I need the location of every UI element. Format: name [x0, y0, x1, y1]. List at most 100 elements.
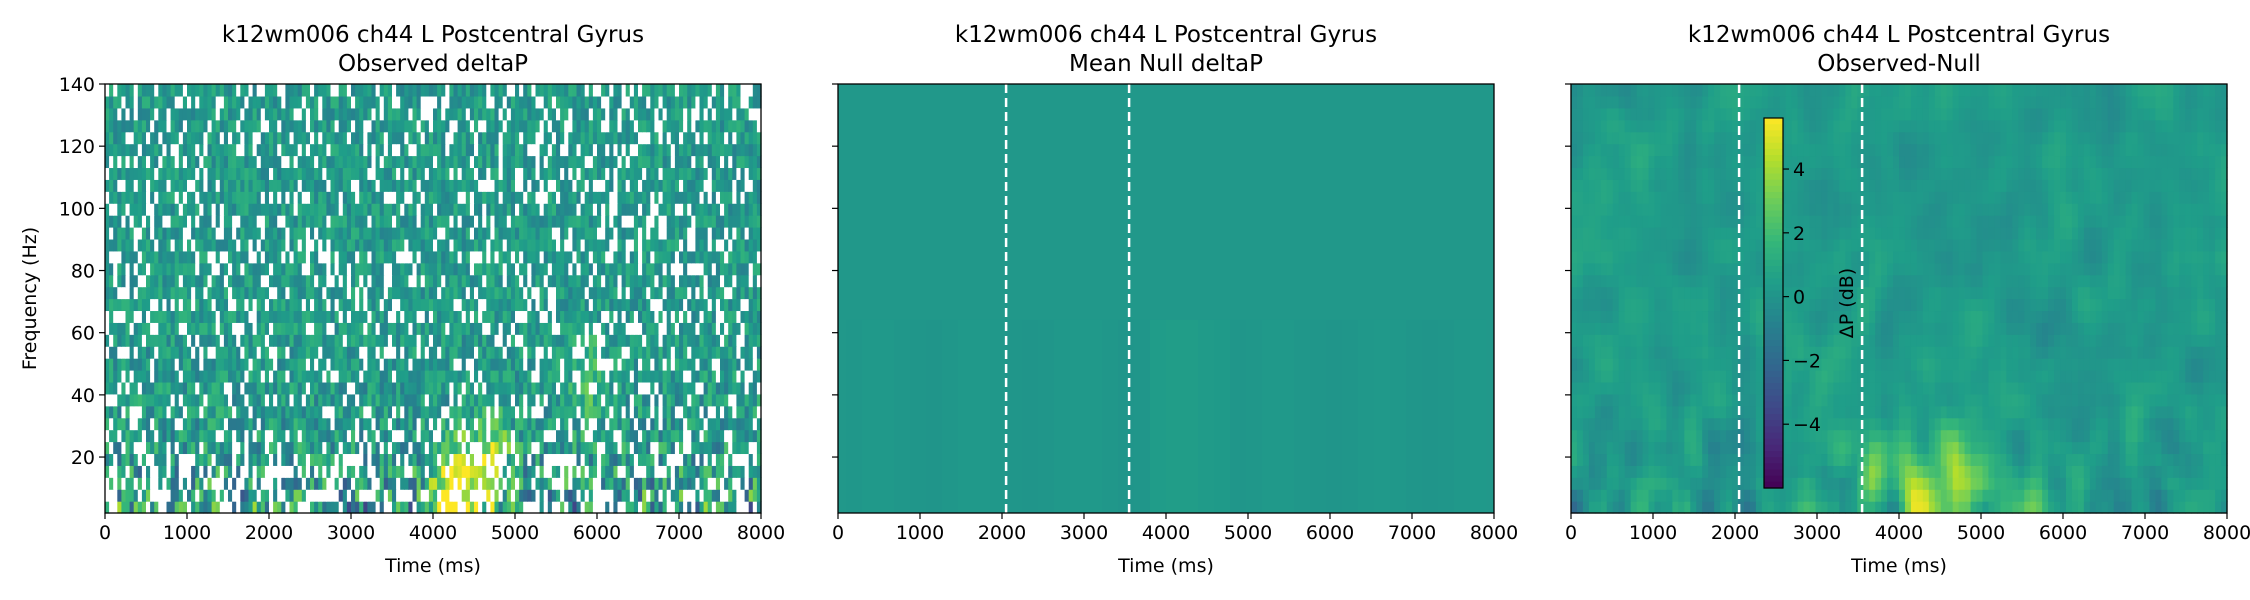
heatmap-cell	[478, 501, 483, 514]
heatmap-cell	[728, 405, 733, 419]
heatmap-cell	[744, 179, 750, 192]
heatmap-cell	[736, 155, 742, 169]
heatmap-cell	[260, 358, 266, 371]
heatmap-cell	[330, 274, 336, 288]
heatmap-cell	[223, 429, 229, 443]
heatmap-cell	[260, 262, 266, 276]
heatmap-cell	[592, 381, 598, 395]
heatmap-cell	[244, 477, 250, 490]
heatmap-cell	[121, 131, 127, 145]
heatmap-cell	[551, 179, 557, 192]
heatmap-cell	[363, 405, 368, 419]
heatmap-cell	[338, 167, 344, 180]
heatmap-cell	[633, 489, 639, 502]
heatmap-cell	[178, 453, 184, 466]
heatmap-cell	[679, 465, 684, 478]
heatmap-cell	[732, 358, 737, 371]
heatmap-cell	[228, 215, 233, 228]
heatmap-cell	[338, 191, 344, 204]
heatmap-cell	[420, 346, 426, 359]
heatmap-cell	[654, 143, 660, 157]
heatmap-cell	[490, 501, 496, 514]
heatmap-cell	[166, 453, 172, 466]
heatmap-cell	[445, 405, 450, 419]
heatmap-cell	[277, 358, 282, 371]
heatmap-cell	[551, 477, 557, 490]
heatmap-cell	[199, 489, 204, 502]
heatmap-cell	[441, 441, 446, 455]
heatmap-cell	[158, 370, 163, 383]
heatmap-cell	[531, 370, 537, 383]
heatmap-cell	[223, 310, 229, 323]
heatmap-cell	[141, 358, 147, 371]
heatmap-cell	[305, 405, 311, 419]
heatmap-cell	[597, 417, 602, 431]
heatmap-cell	[178, 155, 184, 169]
heatmap-cell	[203, 227, 209, 240]
heatmap-cell	[584, 274, 590, 288]
heatmap-cell	[248, 131, 254, 145]
heatmap-cell	[400, 286, 405, 300]
heatmap-cell	[617, 501, 623, 514]
heatmap-cell	[502, 322, 508, 335]
heatmap-cell	[420, 501, 426, 514]
heatmap-cell	[223, 238, 229, 252]
heatmap-cell	[654, 417, 660, 431]
heatmap-cell	[342, 310, 348, 323]
heatmap-cell	[584, 250, 590, 264]
heatmap-cell	[248, 370, 254, 383]
heatmap-cell	[351, 441, 356, 455]
heatmap-cell	[367, 453, 373, 466]
heatmap-cell	[322, 441, 327, 455]
heatmap-cell	[289, 250, 295, 264]
heatmap-cell	[326, 227, 332, 240]
heatmap-cell	[695, 250, 701, 264]
heatmap-cell	[404, 465, 409, 478]
heatmap-cell	[195, 429, 200, 443]
heatmap-cell	[724, 274, 729, 288]
heatmap-cell	[486, 334, 491, 347]
heatmap-cell	[527, 334, 532, 347]
heatmap-cell	[609, 489, 614, 502]
heatmap-cell	[264, 346, 270, 359]
heatmap-cell	[527, 286, 532, 300]
heatmap-cell	[387, 203, 393, 216]
heatmap-cell	[359, 489, 364, 502]
heatmap-cell	[199, 143, 204, 157]
heatmap-cell	[556, 393, 561, 407]
heatmap-cell	[556, 143, 561, 157]
heatmap-cell	[424, 274, 430, 288]
heatmap-cell	[223, 370, 229, 383]
heatmap-cell	[543, 358, 549, 371]
heatmap-cell	[375, 465, 381, 478]
heatmap-cell	[400, 238, 405, 252]
heatmap-cell	[679, 298, 684, 312]
heatmap-cell	[199, 405, 204, 419]
heatmap-cell	[490, 441, 496, 455]
heatmap-cell	[469, 167, 475, 180]
heatmap-cell	[679, 155, 684, 169]
heatmap-cell	[387, 238, 393, 252]
heatmap-cell	[174, 203, 180, 216]
heatmap-cell	[277, 429, 282, 443]
heatmap-cell	[191, 238, 196, 252]
heatmap-cell	[736, 179, 742, 192]
heatmap-cell	[412, 477, 418, 490]
heatmap-cell	[248, 203, 254, 216]
heatmap-cell	[597, 274, 602, 288]
heatmap-cell	[535, 429, 541, 443]
heatmap-cell	[441, 489, 446, 502]
heatmap-cell	[277, 167, 282, 180]
heatmap-cell	[297, 441, 303, 455]
heatmap-cell	[318, 310, 323, 323]
heatmap-cell	[166, 143, 172, 157]
heatmap-cell	[400, 322, 405, 335]
heatmap-cell	[662, 381, 668, 395]
heatmap-cell	[269, 286, 274, 300]
heatmap-cell	[375, 191, 381, 204]
heatmap-cell	[293, 370, 299, 383]
heatmap-cell	[441, 358, 446, 371]
heatmap-cell	[400, 441, 405, 455]
heatmap-cell	[539, 322, 545, 335]
heatmap-cell	[207, 417, 213, 431]
